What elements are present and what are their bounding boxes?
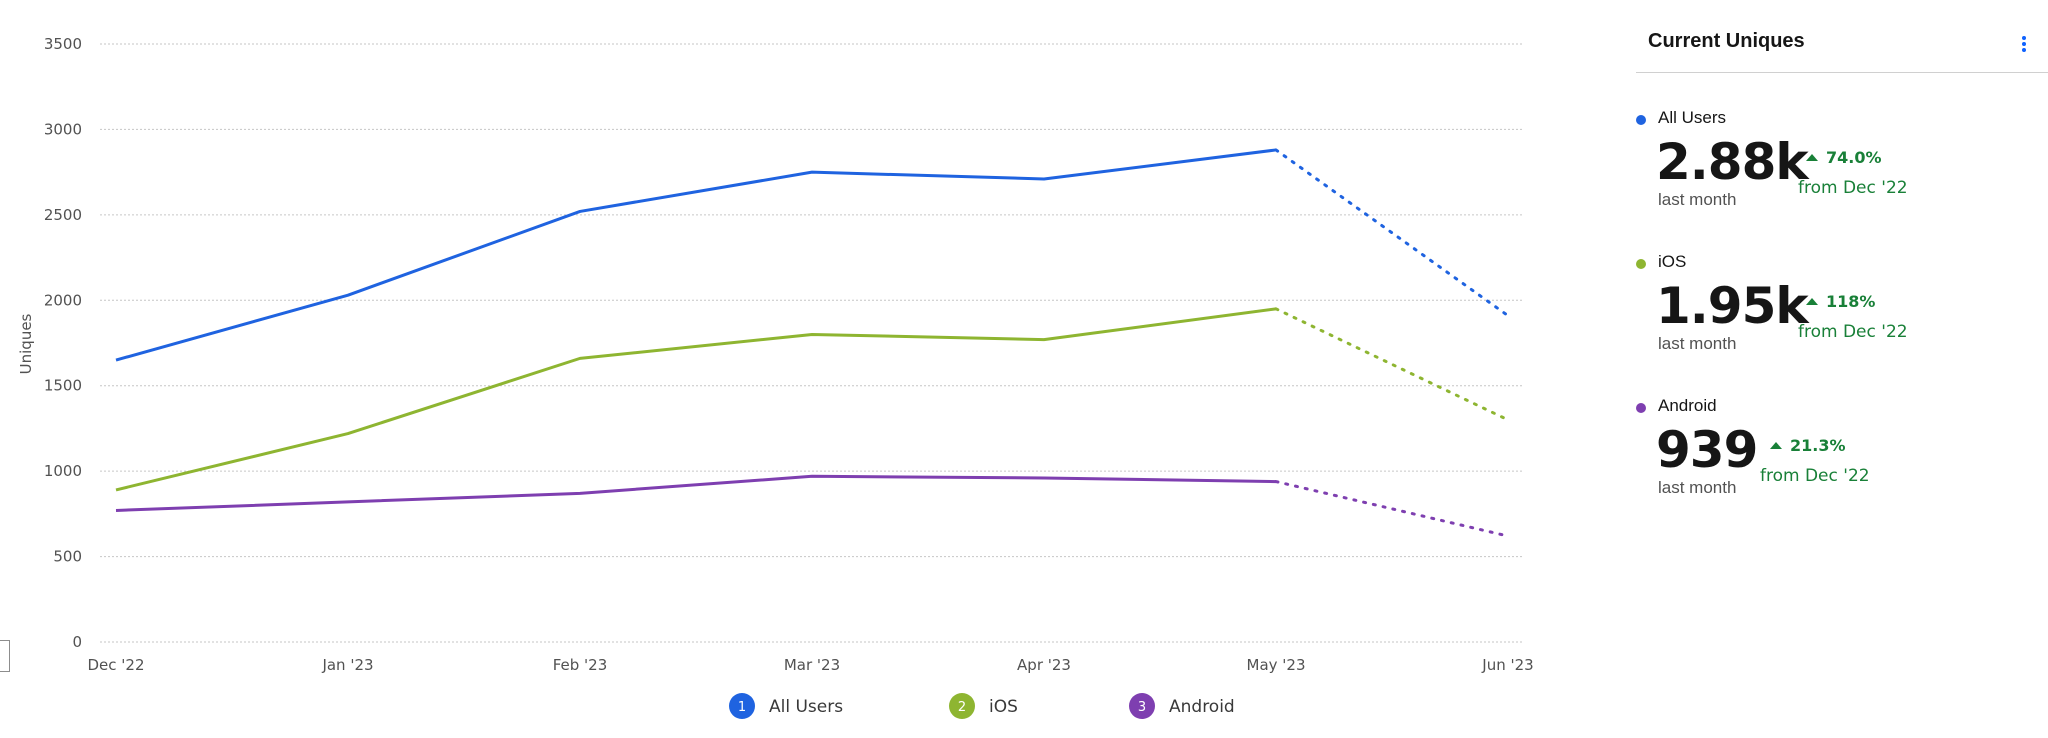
series-projection-android bbox=[1274, 480, 1510, 538]
stat-period: last month bbox=[1658, 478, 1737, 497]
series-line-all-users bbox=[115, 148, 1277, 362]
y-tick-label: 3500 bbox=[44, 35, 82, 53]
x-tick-label: Dec '22 bbox=[87, 656, 144, 674]
stat-from: from Dec '22 bbox=[1760, 466, 1870, 486]
series-lines bbox=[115, 148, 1510, 538]
legend-badge-number: 2 bbox=[958, 700, 966, 715]
legend-badge-number: 3 bbox=[1138, 700, 1146, 715]
line-chart: 0 500 1000 1500 2000 2500 3000 3500 Dec '22 Jan … bbox=[0, 35, 1534, 719]
legend-label: All Users bbox=[769, 697, 843, 717]
y-axis: 0 500 1000 1500 2000 2500 3000 3500 bbox=[44, 35, 82, 651]
x-tick-label: Apr '23 bbox=[1017, 656, 1071, 674]
x-tick-label: Jan '23 bbox=[321, 656, 373, 674]
edge-handle[interactable] bbox=[0, 640, 10, 672]
x-tick-label: Jun '23 bbox=[1481, 656, 1533, 674]
y-tick-label: 1500 bbox=[44, 377, 82, 395]
change-value: 21.3% bbox=[1790, 436, 1846, 455]
stat-value: 939 bbox=[1656, 421, 1758, 479]
up-arrow-icon bbox=[1806, 298, 1818, 305]
stat-period: last month bbox=[1658, 334, 1737, 353]
y-tick-label: 3000 bbox=[44, 120, 82, 138]
change-value: 118% bbox=[1826, 292, 1876, 311]
y-tick-label: 2000 bbox=[44, 291, 82, 309]
legend-item-all-users[interactable]: 1 All Users bbox=[729, 693, 843, 719]
panel-title: Current Uniques bbox=[1648, 30, 1805, 52]
up-arrow-icon bbox=[1806, 154, 1818, 161]
stat-name: Android bbox=[1658, 396, 1717, 415]
stat-from: from Dec '22 bbox=[1798, 178, 1908, 198]
stat-name: iOS bbox=[1658, 252, 1687, 271]
panel-header: Current Uniques bbox=[1636, 22, 2048, 73]
stat-ios: iOS 1.95k last month 118% from Dec '22 bbox=[1636, 252, 2048, 392]
legend-badge-icon bbox=[949, 693, 975, 719]
series-projection-ios bbox=[1274, 307, 1510, 422]
y-tick-label: 0 bbox=[72, 633, 82, 651]
up-arrow-icon bbox=[1770, 442, 1782, 449]
stat-change: 74.0% bbox=[1806, 148, 1882, 167]
legend-dot-icon bbox=[1636, 403, 1646, 413]
stat-name: All Users bbox=[1658, 108, 1727, 127]
y-tick-label: 500 bbox=[53, 548, 82, 566]
stat-value: 1.95k bbox=[1656, 277, 1809, 335]
y-tick-label: 1000 bbox=[44, 462, 82, 480]
y-tick-label: 2500 bbox=[44, 206, 82, 224]
legend-badge-icon bbox=[1129, 693, 1155, 719]
legend-item-ios[interactable]: 2 iOS bbox=[949, 693, 1018, 719]
legend-label: Android bbox=[1169, 697, 1235, 717]
legend[interactable]: 1 All Users 2 iOS 3 Android bbox=[729, 693, 1235, 719]
y-axis-title: Uniques bbox=[17, 313, 35, 374]
x-axis: Dec '22 Jan '23 Feb '23 Mar '23 Apr '23 May '… bbox=[87, 656, 1533, 674]
stat-from: from Dec '22 bbox=[1798, 322, 1908, 342]
series-projection-all-users bbox=[1274, 148, 1510, 318]
stat-change: 118% bbox=[1806, 292, 1875, 311]
chart-svg: 0 500 1000 1500 2000 2500 3000 3500 Dec '22 Jan … bbox=[17, 35, 1534, 719]
current-uniques-panel: Current Uniques All Users 2.88k last mon… bbox=[1636, 0, 2048, 738]
series-line-android bbox=[115, 474, 1277, 512]
overflow-menu-icon[interactable] bbox=[2012, 30, 2036, 58]
x-tick-label: Mar '23 bbox=[784, 656, 840, 674]
stat-period: last month bbox=[1658, 190, 1737, 209]
series-line-ios bbox=[115, 307, 1277, 492]
change-value: 74.0% bbox=[1826, 148, 1882, 167]
x-tick-label: May '23 bbox=[1247, 656, 1306, 674]
x-tick-label: Feb '23 bbox=[553, 656, 608, 674]
stat-all-users: All Users 2.88k last month 74.0% from De… bbox=[1636, 108, 2048, 248]
legend-label: iOS bbox=[989, 697, 1018, 717]
legend-dot-icon bbox=[1636, 115, 1646, 125]
stat-value: 2.88k bbox=[1656, 133, 1809, 191]
gridlines bbox=[100, 43, 1522, 643]
legend-badge-number: 1 bbox=[738, 700, 746, 715]
stat-android: Android 939 last month 21.3% from Dec '2… bbox=[1636, 396, 2048, 536]
legend-item-android[interactable]: 3 Android bbox=[1129, 693, 1235, 719]
legend-badge-icon bbox=[729, 693, 755, 719]
legend-dot-icon bbox=[1636, 259, 1646, 269]
stat-change: 21.3% bbox=[1770, 436, 1846, 455]
